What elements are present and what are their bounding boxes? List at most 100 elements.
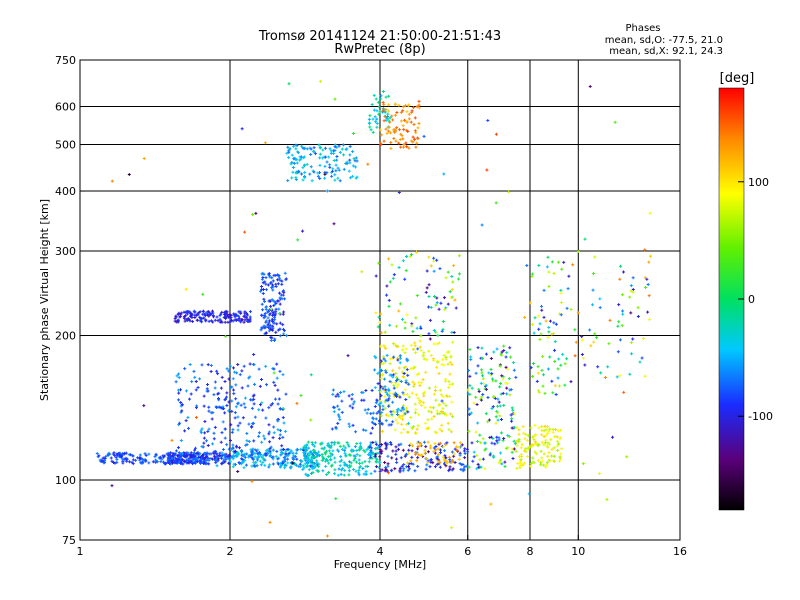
data-point <box>390 114 394 118</box>
data-point <box>185 312 189 316</box>
y-tick-label: 400 <box>55 185 76 198</box>
data-point <box>542 429 546 433</box>
data-point <box>391 342 395 346</box>
data-point <box>275 450 279 454</box>
data-point <box>418 345 422 349</box>
data-point <box>200 444 204 448</box>
data-point <box>142 156 146 160</box>
data-point <box>497 461 501 465</box>
data-point <box>517 432 521 436</box>
data-point <box>409 442 413 446</box>
data-point <box>419 334 423 338</box>
data-point <box>399 145 403 149</box>
data-point <box>305 162 309 166</box>
data-point <box>631 337 635 341</box>
data-point <box>414 393 418 397</box>
data-point <box>486 119 490 123</box>
data-point <box>181 462 185 466</box>
data-point <box>502 403 506 407</box>
data-point <box>347 466 351 470</box>
data-point <box>386 129 390 133</box>
data-point <box>440 411 444 415</box>
data-point <box>230 409 234 413</box>
data-point <box>398 361 402 365</box>
data-point <box>207 427 211 431</box>
data-point <box>382 362 386 366</box>
data-point <box>536 444 540 448</box>
data-point <box>498 414 502 418</box>
data-point <box>365 411 369 415</box>
data-point <box>194 461 198 465</box>
data-point <box>230 399 234 403</box>
y-tick-label: 200 <box>55 330 76 343</box>
data-point <box>278 369 282 373</box>
data-point <box>272 380 276 384</box>
data-point <box>418 401 422 405</box>
data-point <box>413 452 417 456</box>
data-point <box>386 393 390 397</box>
data-point <box>504 381 508 385</box>
data-point <box>121 459 125 463</box>
data-point <box>552 446 556 450</box>
data-point <box>348 404 352 408</box>
data-point <box>348 425 352 429</box>
data-point <box>239 311 243 315</box>
data-point <box>438 412 442 416</box>
data-point <box>348 153 352 157</box>
data-point <box>232 462 236 466</box>
data-point <box>445 462 449 466</box>
data-point <box>251 447 255 451</box>
data-point <box>353 159 357 163</box>
data-point <box>284 464 288 468</box>
data-point <box>556 442 560 446</box>
data-point <box>404 453 408 457</box>
data-point <box>244 315 248 319</box>
data-point <box>450 400 454 404</box>
data-point <box>181 458 185 462</box>
data-point <box>537 426 541 430</box>
data-point <box>177 398 181 402</box>
data-point <box>236 452 240 456</box>
data-point <box>202 312 206 316</box>
data-point <box>531 456 535 460</box>
x-axis-label: Frequency [MHz] <box>334 558 426 571</box>
data-point <box>566 287 570 291</box>
data-point <box>300 155 304 159</box>
data-point <box>299 394 303 398</box>
data-point <box>183 459 187 463</box>
data-point <box>237 318 241 322</box>
data-point <box>280 279 284 283</box>
data-point <box>176 446 180 450</box>
data-point <box>225 391 229 395</box>
data-point <box>394 372 398 376</box>
data-point <box>334 163 338 167</box>
data-point <box>330 169 334 173</box>
data-point <box>268 449 272 453</box>
data-point <box>250 425 254 429</box>
data-point <box>401 469 405 473</box>
data-point <box>202 441 206 445</box>
data-point <box>434 448 438 452</box>
data-point <box>174 380 178 384</box>
data-point <box>136 456 140 460</box>
data-point <box>463 447 467 451</box>
data-point <box>232 313 236 317</box>
data-point <box>507 377 511 381</box>
data-point <box>229 423 233 427</box>
data-point <box>383 394 387 398</box>
data-point <box>401 109 405 113</box>
data-point <box>504 365 508 369</box>
data-point <box>184 287 188 291</box>
data-point <box>415 105 419 109</box>
data-point <box>223 460 227 464</box>
data-point <box>395 461 399 465</box>
data-point <box>332 410 336 414</box>
data-point <box>394 445 398 449</box>
data-point <box>526 434 530 438</box>
data-point <box>320 446 324 450</box>
colorbar-tick-label: -100 <box>748 410 773 423</box>
data-point <box>383 385 387 389</box>
data-point <box>452 441 456 445</box>
data-point <box>258 384 262 388</box>
data-point <box>332 222 336 226</box>
